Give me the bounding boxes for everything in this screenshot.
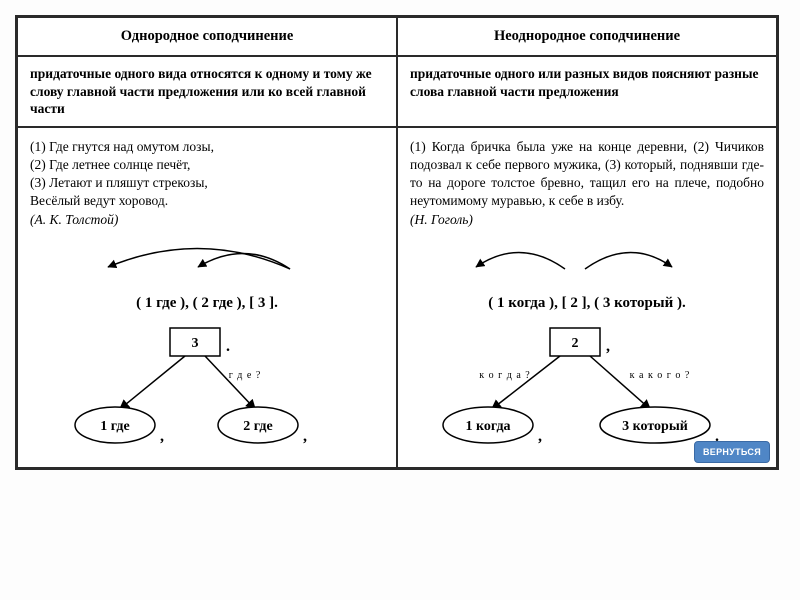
header-row: Однородное соподчинение Неоднородное соп… [17,17,777,56]
header-left: Однородное соподчинение [17,17,397,56]
right-tree-leaf1-punct: , [538,428,542,445]
right-tree-leaf2: 3 который [622,419,688,434]
left-arc-diagram [30,237,384,273]
body-right: (1) Когда бричка была уже на конце дерев… [397,127,777,468]
subheader-left: придаточные одного вида относятся к одно… [17,56,397,127]
comparison-table: Однородное соподчинение Неоднородное соп… [15,15,779,470]
return-button[interactable]: ВЕРНУТЬСЯ [694,441,770,463]
right-attribution: (Н. Гоголь) [410,211,764,229]
body-left: (1) Где гнутся над омутом лозы, (2) Где … [17,127,397,468]
subheader-row: придаточные одного вида относятся к одно… [17,56,777,127]
right-tree-root-punct: , [606,338,610,355]
left-tree-root-punct: . [226,338,230,355]
left-tree-q1: г д е ? [229,370,262,381]
left-tree-leaf2-punct: , [303,428,307,445]
left-tree-leaf1: 1 где [100,419,129,434]
right-tree-root: 2 [572,336,579,351]
right-text: (1) Когда бричка была уже на конце дерев… [410,138,764,211]
right-tree-leaf1: 1 когда [465,419,510,434]
right-tree-q2: к а к о г о ? [630,370,691,381]
right-tree-diagram: 2 , к о г д а ? к а к о г о ? 1 когда , … [410,323,764,453]
left-tree-diagram: 3 . г д е ? 1 где , 2 где , [30,323,384,453]
left-linear: ( 1 где ), ( 2 где ), [ 3 ]. [30,293,384,313]
left-line3: (3) Летают и пляшут стрекозы, [30,174,384,192]
right-linear: ( 1 когда ), [ 2 ], ( 3 который ). [410,293,764,313]
right-arc-diagram [410,237,764,273]
left-line4: Весёлый ведут хоровод. [30,192,384,210]
left-tree-leaf1-punct: , [160,428,164,445]
left-line2: (2) Где летнее солнце печёт, [30,156,384,174]
left-tree-leaf2: 2 где [243,419,272,434]
header-right: Неоднородное соподчинение [397,17,777,56]
subheader-right: придаточные одного или разных видов пояс… [397,56,777,127]
right-tree-q1: к о г д а ? [479,370,530,381]
body-row: (1) Где гнутся над омутом лозы, (2) Где … [17,127,777,468]
left-attribution: (А. К. Толстой) [30,211,384,229]
left-line1: (1) Где гнутся над омутом лозы, [30,138,384,156]
left-tree-root: 3 [192,336,199,351]
